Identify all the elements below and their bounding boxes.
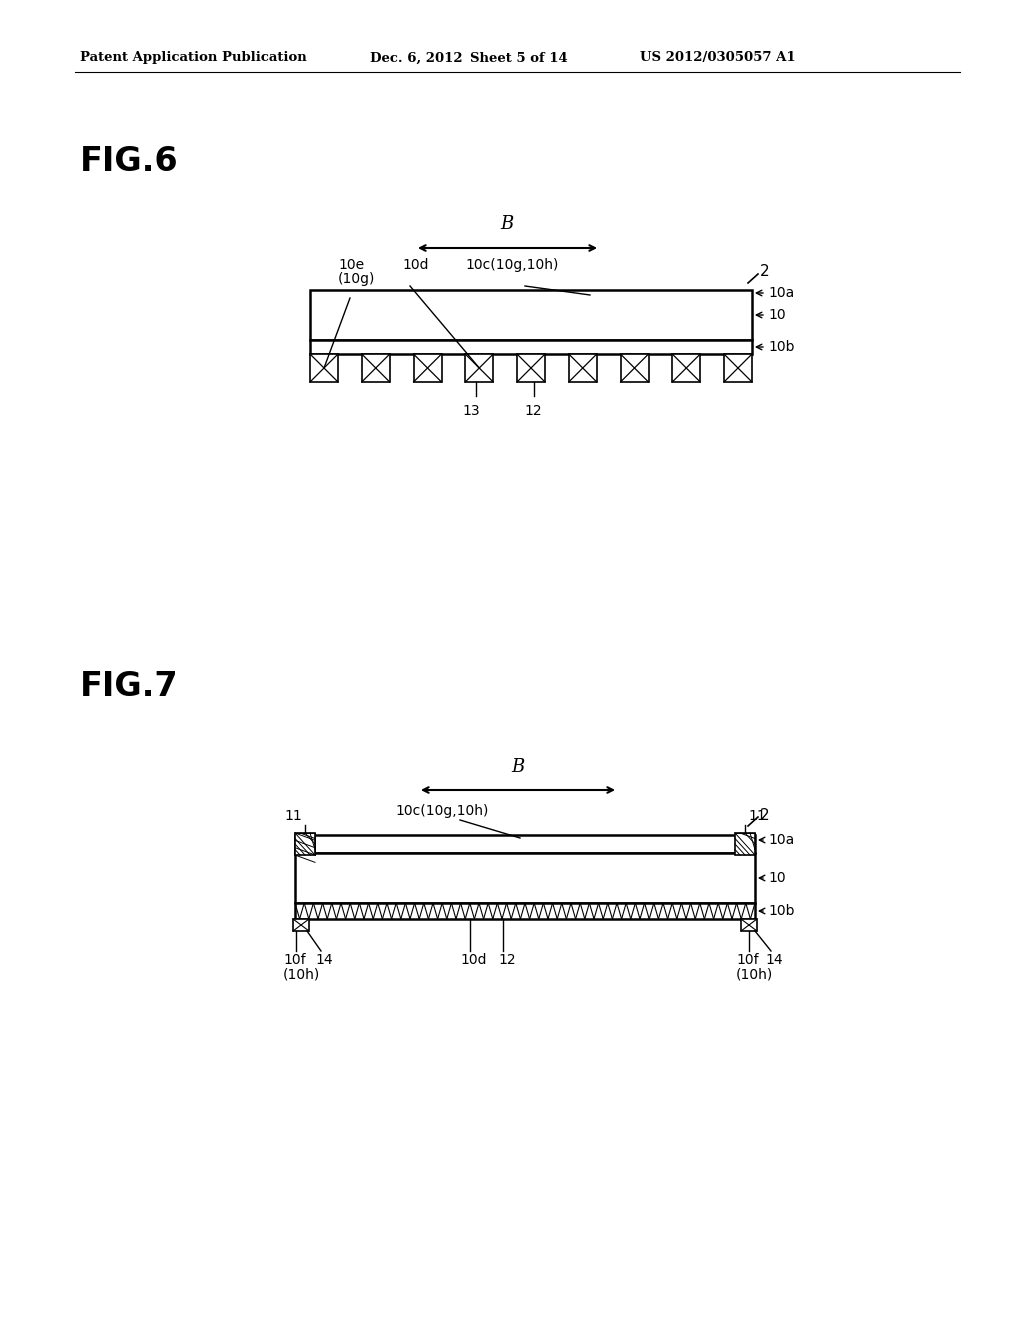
Bar (295, 903, 755, 919)
Text: 12: 12 (498, 953, 516, 968)
Text: 11: 11 (749, 809, 766, 822)
Text: 10f: 10f (283, 953, 305, 968)
Bar (414, 354, 441, 381)
Text: 10: 10 (768, 871, 785, 884)
Text: 14: 14 (765, 953, 782, 968)
Bar (465, 354, 494, 381)
Text: 10e: 10e (338, 257, 365, 272)
Text: 10d: 10d (460, 953, 486, 968)
Text: 10c(10g,10h): 10c(10g,10h) (465, 257, 558, 272)
Bar (517, 354, 545, 381)
Bar (295, 836, 755, 853)
Text: 10a: 10a (768, 286, 795, 300)
Bar (672, 354, 700, 381)
Text: 12: 12 (524, 404, 542, 418)
Bar (310, 341, 752, 354)
Text: 2: 2 (760, 808, 770, 822)
Bar (310, 290, 752, 341)
Text: Dec. 6, 2012: Dec. 6, 2012 (370, 51, 463, 65)
Text: 10a: 10a (768, 833, 795, 847)
Bar (310, 354, 338, 381)
Text: 14: 14 (315, 953, 333, 968)
Bar (568, 354, 597, 381)
Text: B: B (501, 215, 514, 234)
Bar (295, 833, 315, 855)
Text: FIG.7: FIG.7 (80, 671, 178, 704)
Text: 10d: 10d (402, 257, 428, 272)
Text: 10b: 10b (768, 904, 795, 917)
Text: (10h): (10h) (736, 968, 773, 981)
Text: Sheet 5 of 14: Sheet 5 of 14 (470, 51, 567, 65)
Bar (295, 853, 755, 903)
Text: US 2012/0305057 A1: US 2012/0305057 A1 (640, 51, 796, 65)
Bar (621, 354, 648, 381)
Text: FIG.6: FIG.6 (80, 145, 178, 178)
Bar (293, 919, 309, 931)
Text: 10: 10 (768, 308, 785, 322)
Bar (724, 354, 752, 381)
Bar (361, 354, 390, 381)
Text: 10c(10g,10h): 10c(10g,10h) (395, 804, 488, 818)
Text: 13: 13 (463, 404, 480, 418)
Text: 2: 2 (760, 264, 770, 280)
Text: 11: 11 (284, 809, 302, 822)
Text: Patent Application Publication: Patent Application Publication (80, 51, 307, 65)
Text: (10g): (10g) (338, 272, 376, 286)
Text: (10h): (10h) (283, 968, 321, 981)
Bar (735, 833, 755, 855)
Text: B: B (511, 758, 524, 776)
Text: 10f: 10f (736, 953, 759, 968)
Bar (741, 919, 757, 931)
Text: 10b: 10b (768, 341, 795, 354)
